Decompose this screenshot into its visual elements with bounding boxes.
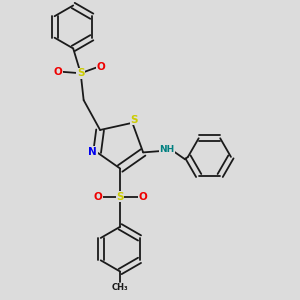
Text: O: O (93, 192, 102, 202)
Text: CH₃: CH₃ (112, 284, 128, 292)
Text: O: O (138, 192, 147, 202)
Text: N: N (88, 146, 97, 157)
Text: S: S (116, 192, 124, 202)
Text: S: S (130, 115, 138, 125)
Text: O: O (53, 67, 62, 77)
Text: S: S (77, 68, 84, 78)
Text: NH: NH (159, 145, 175, 154)
Text: O: O (96, 62, 105, 72)
